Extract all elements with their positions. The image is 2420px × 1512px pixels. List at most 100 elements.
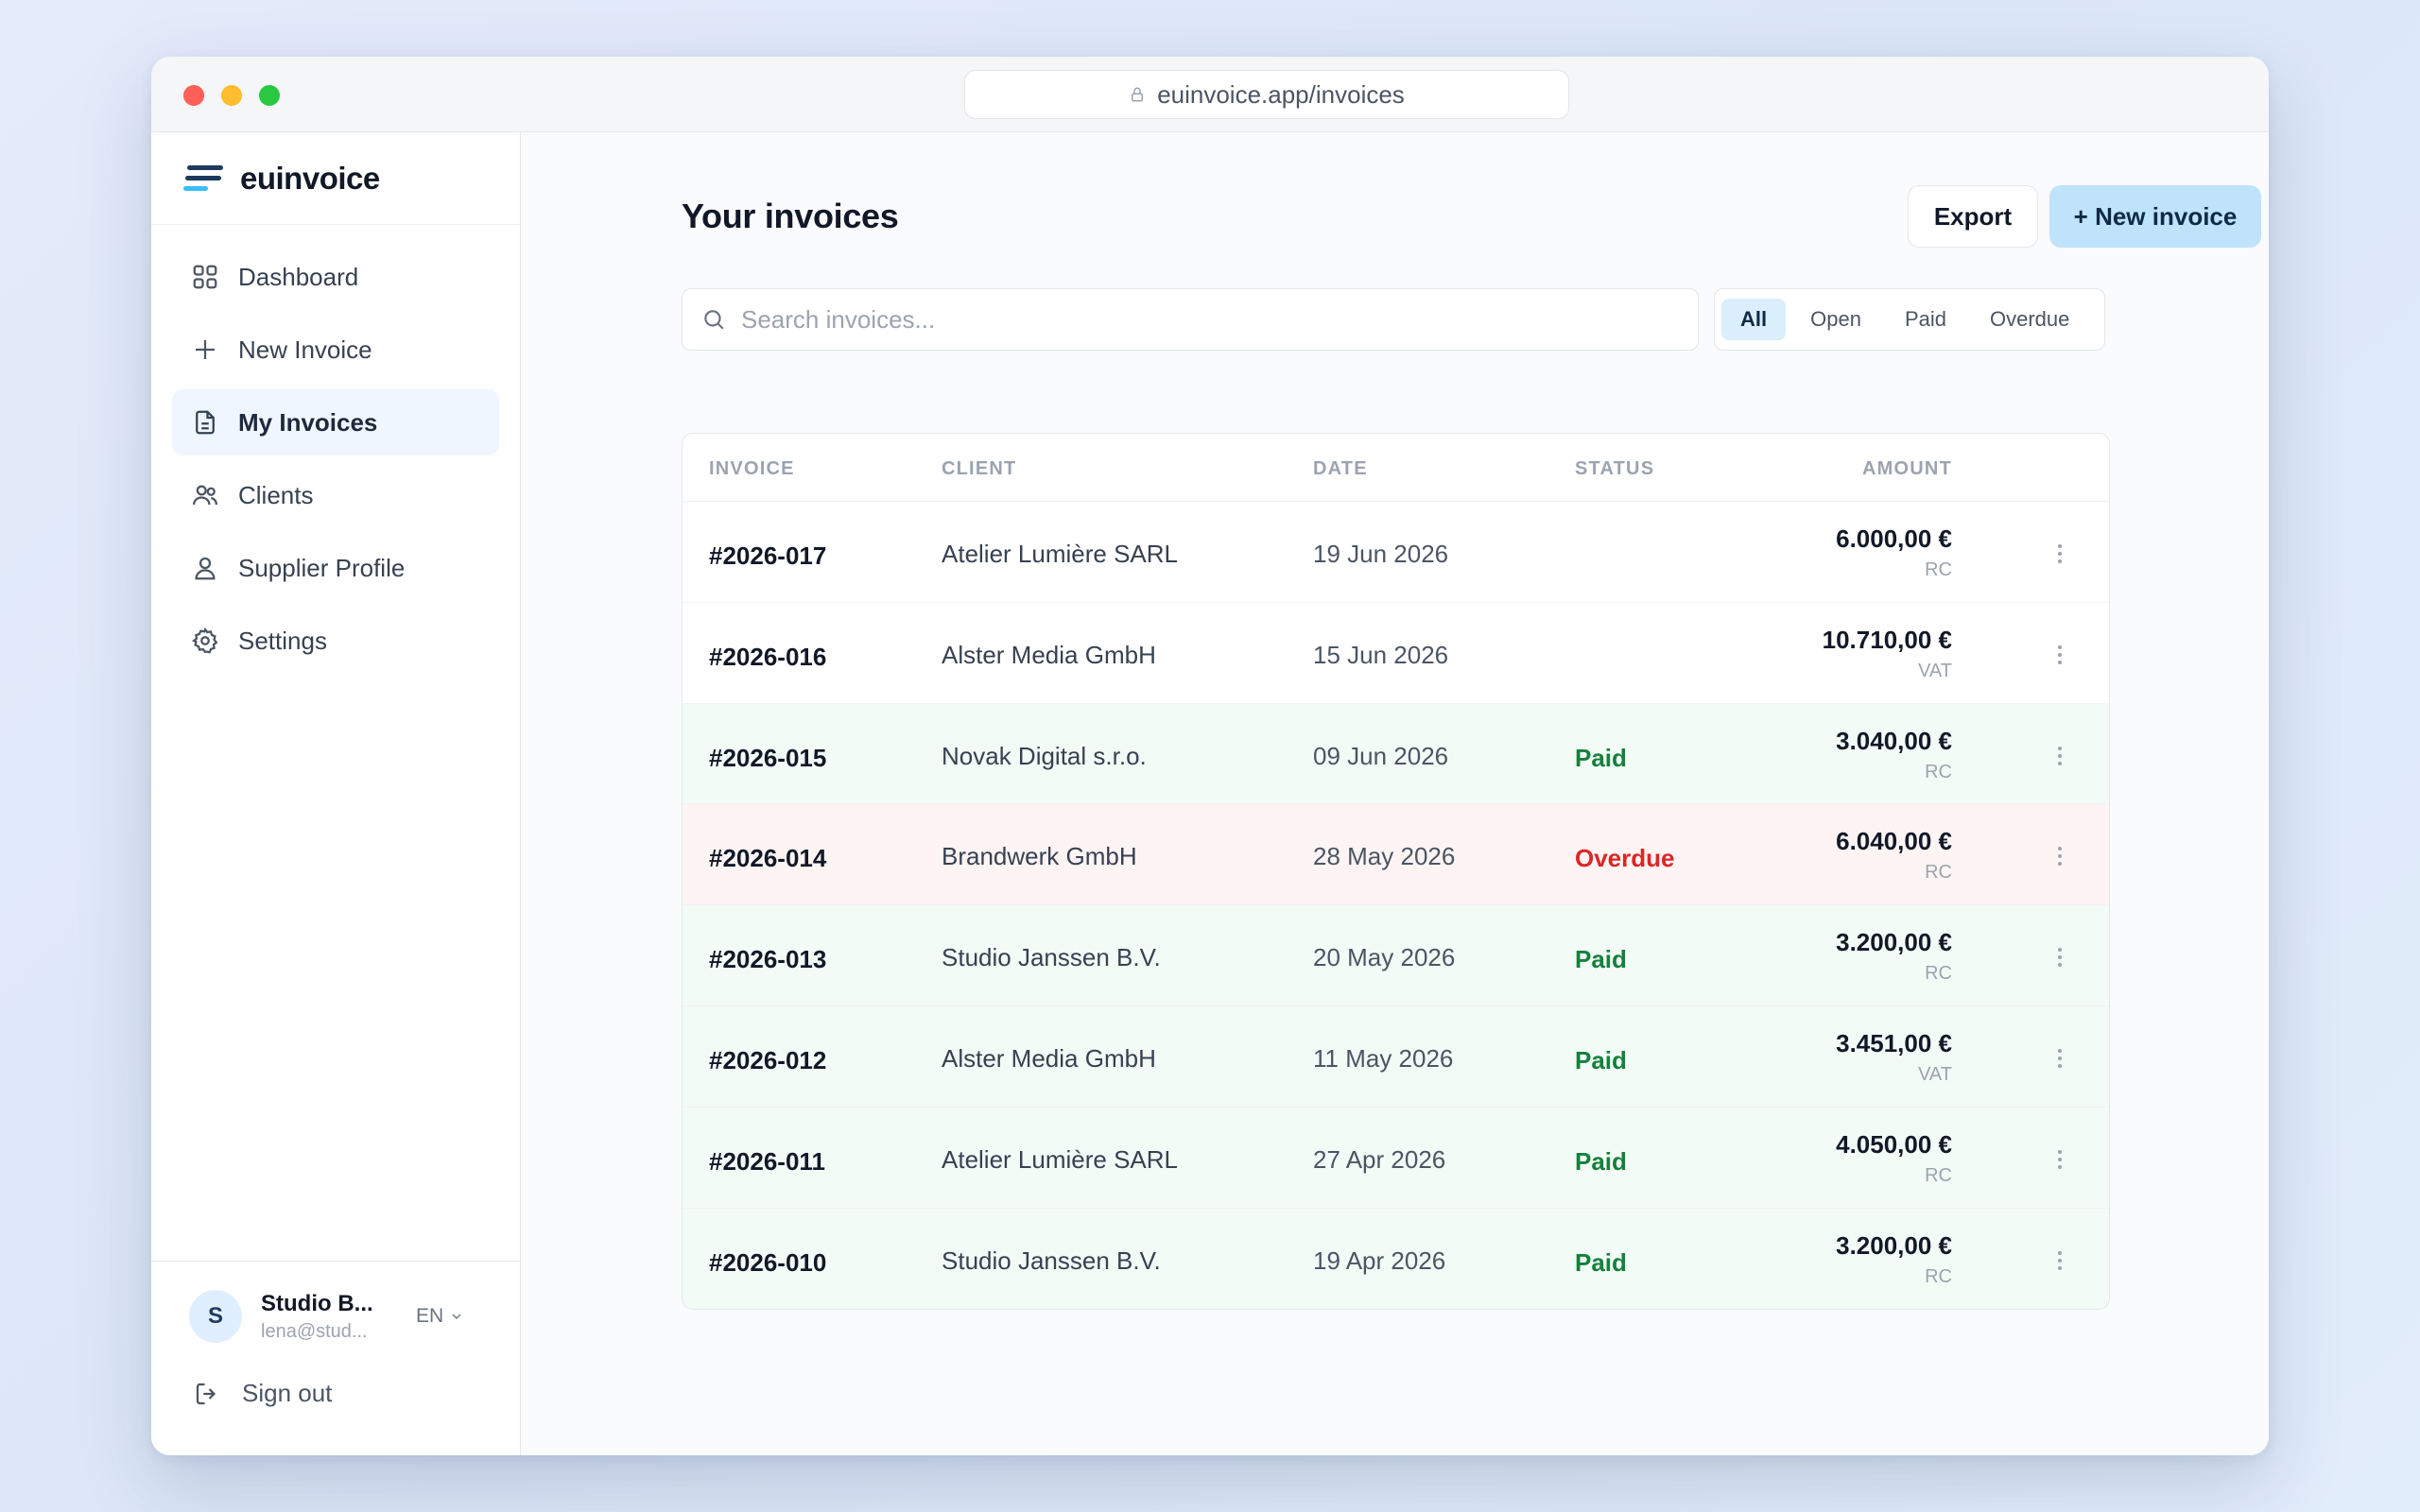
client-name: Atelier Lumière SARL bbox=[942, 540, 1178, 568]
logo-icon bbox=[183, 164, 223, 191]
sidebar-item-label: Clients bbox=[238, 480, 314, 509]
address-bar[interactable]: euinvoice.app/invoices bbox=[964, 70, 1569, 119]
search-icon bbox=[704, 310, 724, 330]
page-title: Your invoices bbox=[682, 197, 899, 235]
sidebar-item-label: New Invoice bbox=[238, 335, 372, 364]
invoice-number[interactable]: #2026-017 bbox=[709, 541, 827, 570]
filter-all[interactable]: All bbox=[1721, 299, 1787, 340]
column-header-status[interactable]: STATUS bbox=[1575, 458, 1655, 479]
grid-icon bbox=[193, 265, 217, 289]
sidebar-item-label: My Invoices bbox=[238, 407, 378, 437]
invoice-number[interactable]: #2026-012 bbox=[709, 1045, 827, 1074]
client-name: Alster Media GmbH bbox=[942, 1043, 1156, 1073]
invoice-date: 20 May 2026 bbox=[1313, 943, 1456, 972]
tax-type: RC bbox=[1925, 1265, 1952, 1287]
sidebar-item-dashboard[interactable]: Dashboard bbox=[172, 244, 499, 310]
sidebar-item-supplier-profile[interactable]: Supplier Profile bbox=[172, 535, 499, 601]
more-actions-icon[interactable] bbox=[2050, 1147, 2069, 1172]
sign-out-button[interactable]: Sign out bbox=[189, 1379, 482, 1408]
table-row[interactable]: #2026-017 Atelier Lumière SARL 19 Jun 20… bbox=[683, 502, 2109, 603]
more-actions-icon[interactable] bbox=[2050, 1248, 2069, 1273]
more-actions-icon[interactable] bbox=[2050, 541, 2069, 566]
column-header-invoice[interactable]: INVOICE bbox=[709, 458, 795, 479]
amount-value: 6.000,00 € bbox=[1836, 524, 1952, 553]
title-bar: euinvoice.app/invoices bbox=[151, 57, 2269, 132]
more-actions-icon[interactable] bbox=[2050, 844, 2069, 868]
client-name: Brandwerk GmbH bbox=[942, 842, 1137, 871]
invoice-number[interactable]: #2026-011 bbox=[709, 1146, 825, 1176]
more-actions-icon[interactable] bbox=[2050, 1046, 2069, 1071]
status-badge: Overdue bbox=[1575, 844, 1675, 873]
filter-paid[interactable]: Paid bbox=[1904, 307, 1946, 331]
amount-value: 4.050,00 € bbox=[1836, 1129, 1952, 1159]
users-icon bbox=[193, 485, 217, 506]
status-badge: Paid bbox=[1575, 1146, 1627, 1176]
new-invoice-button[interactable]: + New invoice bbox=[2049, 185, 2261, 248]
invoice-number[interactable]: #2026-014 bbox=[709, 844, 827, 873]
sidebar-item-settings[interactable]: Settings bbox=[172, 608, 499, 674]
invoice-number[interactable]: #2026-015 bbox=[709, 743, 827, 772]
amount-cell: 3.200,00 € RC bbox=[1836, 1231, 1952, 1288]
user-name: Studio B... bbox=[261, 1290, 373, 1316]
table-row[interactable]: #2026-010 Studio Janssen B.V. 19 Apr 202… bbox=[683, 1208, 2109, 1309]
table-row[interactable]: #2026-016 Alster Media GmbH 15 Jun 2026 … bbox=[683, 603, 2109, 704]
main-content: Your invoices Export + New invoice All O… bbox=[521, 132, 2269, 1455]
avatar: S bbox=[189, 1290, 242, 1343]
filter-open[interactable]: Open bbox=[1810, 307, 1861, 331]
brand-name: euinvoice bbox=[240, 160, 380, 196]
invoice-date: 15 Jun 2026 bbox=[1313, 640, 1449, 669]
status-badge: Paid bbox=[1575, 1045, 1627, 1074]
table-header: INVOICE CLIENT DATE STATUS AMOUNT bbox=[683, 434, 2109, 502]
table-row[interactable]: #2026-015 Novak Digital s.r.o. 09 Jun 20… bbox=[683, 703, 2109, 805]
table-row[interactable]: #2026-012 Alster Media GmbH 11 May 2026 … bbox=[683, 1005, 2109, 1108]
invoice-date: 28 May 2026 bbox=[1313, 842, 1456, 871]
tax-type: VAT bbox=[1918, 660, 1952, 681]
column-header-client[interactable]: CLIENT bbox=[942, 458, 1017, 479]
more-actions-icon[interactable] bbox=[2050, 744, 2069, 768]
amount-cell: 10.710,00 € VAT bbox=[1823, 626, 1952, 682]
search-box[interactable] bbox=[682, 288, 1699, 351]
search-input[interactable] bbox=[741, 304, 1649, 335]
more-actions-icon[interactable] bbox=[2050, 945, 2069, 970]
logout-icon bbox=[196, 1383, 216, 1404]
close-window-button[interactable] bbox=[183, 85, 204, 106]
invoice-number[interactable]: #2026-010 bbox=[709, 1247, 827, 1277]
column-header-amount[interactable]: AMOUNT bbox=[1862, 458, 1952, 479]
invoice-number[interactable]: #2026-013 bbox=[709, 945, 827, 974]
filter-overdue[interactable]: Overdue bbox=[1990, 307, 2070, 331]
more-actions-icon[interactable] bbox=[2050, 643, 2069, 667]
sidebar-item-label: Dashboard bbox=[238, 262, 359, 291]
sidebar-nav: Dashboard New Invoice My Invoices Client… bbox=[151, 225, 520, 674]
invoice-date: 27 Apr 2026 bbox=[1313, 1144, 1446, 1174]
table-body: #2026-017 Atelier Lumière SARL 19 Jun 20… bbox=[683, 502, 2109, 1309]
language-select[interactable]: EN bbox=[416, 1305, 464, 1328]
invoice-number[interactable]: #2026-016 bbox=[709, 642, 827, 671]
minimize-window-button[interactable] bbox=[221, 85, 242, 106]
brand-logo[interactable]: euinvoice bbox=[151, 132, 520, 225]
amount-cell: 3.040,00 € RC bbox=[1836, 727, 1952, 783]
table-row[interactable]: #2026-011 Atelier Lumière SARL 27 Apr 20… bbox=[683, 1107, 2109, 1209]
client-name: Studio Janssen B.V. bbox=[942, 943, 1161, 972]
amount-value: 3.200,00 € bbox=[1836, 928, 1952, 957]
user-menu[interactable]: S Studio B... lena@stud... EN bbox=[189, 1290, 482, 1343]
amount-value: 6.040,00 € bbox=[1836, 827, 1952, 856]
tax-type: RC bbox=[1925, 559, 1952, 580]
table-row[interactable]: #2026-014 Brandwerk GmbH 28 May 2026 Ove… bbox=[683, 804, 2109, 906]
amount-cell: 3.451,00 € VAT bbox=[1836, 1029, 1952, 1086]
tax-type: VAT bbox=[1918, 1063, 1952, 1085]
sidebar-item-clients[interactable]: Clients bbox=[172, 462, 499, 528]
sign-out-label: Sign out bbox=[242, 1379, 333, 1407]
user-email: lena@stud... bbox=[261, 1320, 368, 1342]
client-name: Alster Media GmbH bbox=[942, 640, 1156, 669]
column-header-date[interactable]: DATE bbox=[1313, 458, 1368, 479]
sidebar-item-new-invoice[interactable]: New Invoice bbox=[172, 317, 499, 383]
invoices-table: INVOICE CLIENT DATE STATUS AMOUNT #2026-… bbox=[682, 433, 2110, 1310]
maximize-window-button[interactable] bbox=[259, 85, 280, 106]
table-row[interactable]: #2026-013 Studio Janssen B.V. 20 May 202… bbox=[683, 905, 2109, 1006]
status-badge: Paid bbox=[1575, 1247, 1627, 1277]
sidebar-item-my-invoices[interactable]: My Invoices bbox=[172, 389, 499, 455]
export-button[interactable]: Export bbox=[1908, 185, 2038, 248]
url-text: euinvoice.app/invoices bbox=[1157, 79, 1405, 109]
language-label: EN bbox=[416, 1305, 444, 1327]
invoice-date: 19 Jun 2026 bbox=[1313, 540, 1449, 568]
